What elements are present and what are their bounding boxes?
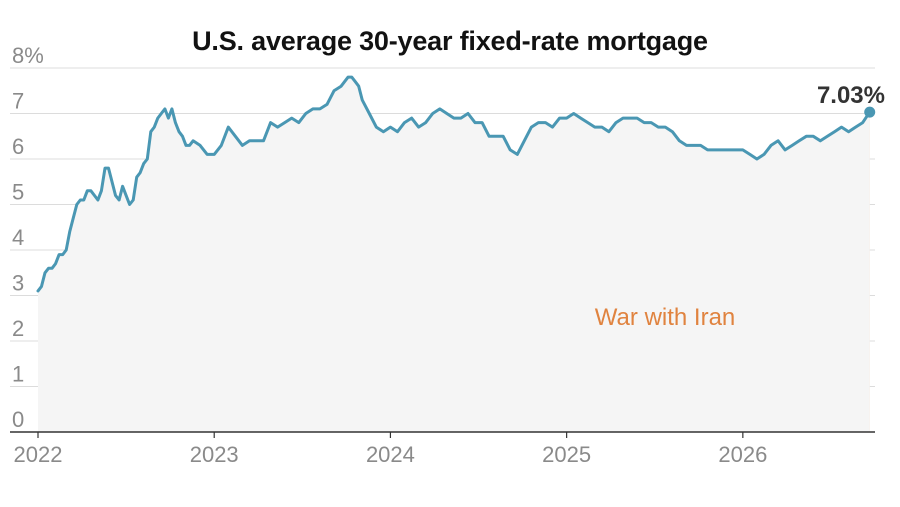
x-tick-label: 2022	[14, 442, 63, 467]
y-tick-label: 4	[12, 225, 24, 250]
x-tick-label: 2025	[542, 442, 591, 467]
y-tick-label: 6	[12, 134, 24, 159]
y-tick-label: 8%	[12, 43, 44, 68]
y-tick-label: 1	[12, 362, 24, 387]
chart-title: U.S. average 30-year fixed-rate mortgage	[192, 26, 708, 56]
axis-layer: 0 1 2 3 4 5 6 7 8% 2022 2023 2024 2025 2026	[10, 43, 875, 467]
y-tick-label: 5	[12, 180, 24, 205]
y-tick-label: 2	[12, 316, 24, 341]
y-tick-label: 0	[12, 407, 24, 432]
x-tick-label: 2026	[718, 442, 767, 467]
x-tick-label: 2024	[366, 442, 415, 467]
y-tick-label: 7	[12, 89, 24, 114]
band-label: War with Iran	[595, 304, 735, 331]
area-layer	[38, 77, 870, 432]
area-fill	[38, 77, 870, 432]
series-line	[36, 75, 872, 293]
line-layer	[36, 75, 876, 293]
label-layer: War with Iran 7.03%	[595, 82, 885, 331]
end-value-label: 7.03%	[817, 82, 885, 109]
y-tick-label: 3	[12, 271, 24, 296]
end-point	[864, 106, 876, 118]
x-tick-label: 2023	[190, 442, 239, 467]
